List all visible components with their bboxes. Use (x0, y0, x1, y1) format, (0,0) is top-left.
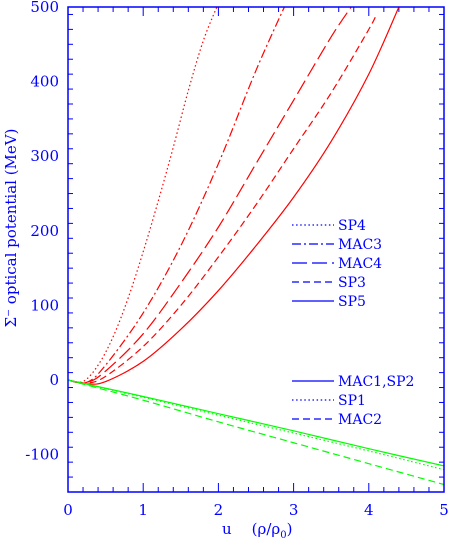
series-line-red-solid (68, 7, 400, 385)
y-tick-label: 500 (30, 0, 59, 16)
y-tick-label: 300 (30, 147, 59, 165)
legend-label: SP5 (338, 294, 366, 310)
y-tick-label: 100 (30, 296, 59, 314)
legend-label: MAC1,SP2 (338, 374, 414, 390)
series-line-green-solid (68, 379, 444, 467)
plot-frame (67, 6, 445, 493)
x-tick-label: 0 (63, 501, 73, 519)
x-tick-label: 3 (289, 501, 299, 519)
x-tick-label: 4 (364, 501, 374, 519)
y-tick-label: -100 (25, 446, 59, 464)
series-line-red-dotted (68, 7, 218, 384)
axis-ticks (67, 7, 445, 493)
series-lines (68, 7, 444, 486)
legend-label: MAC3 (338, 237, 382, 253)
legend-label: SP1 (338, 393, 366, 409)
series-line-red-longdash (68, 7, 352, 384)
x-tick-label: 2 (214, 501, 224, 519)
tick-labels: 0 1 2 3 4 5 -100 0 100 200 300 400 500 (25, 0, 448, 519)
series-line-green-dashed (68, 379, 444, 486)
legends: SP4 MAC3 MAC4 SP3 SP5 MAC1,SP2 SP1 MAC2 (292, 218, 414, 428)
x-tick-label: 5 (439, 501, 449, 519)
y-tick-label: 0 (49, 371, 59, 389)
x-axis-label: u (ρ/ρ0) (222, 520, 292, 541)
x-axis-label-u: u (222, 520, 232, 538)
legend-label: SP4 (338, 218, 366, 234)
y-tick-label: 400 (30, 73, 59, 91)
series-line-red-dashdot (68, 7, 286, 384)
y-axis-label: Σ⁻ optical potential (MeV) (2, 129, 20, 328)
x-axis-label-close: ) (287, 520, 293, 538)
x-axis-label-paren: (ρ/ρ (252, 520, 281, 538)
y-tick-label: 200 (30, 222, 59, 240)
series-line-red-dashed (68, 14, 377, 384)
x-tick-label: 1 (138, 501, 148, 519)
legend-label: SP3 (338, 275, 366, 291)
legend-label: MAC4 (338, 256, 382, 272)
x-axis-label-sub: 0 (280, 530, 286, 541)
legend-label: MAC2 (338, 412, 382, 428)
series-line-green-dotted (68, 379, 444, 471)
